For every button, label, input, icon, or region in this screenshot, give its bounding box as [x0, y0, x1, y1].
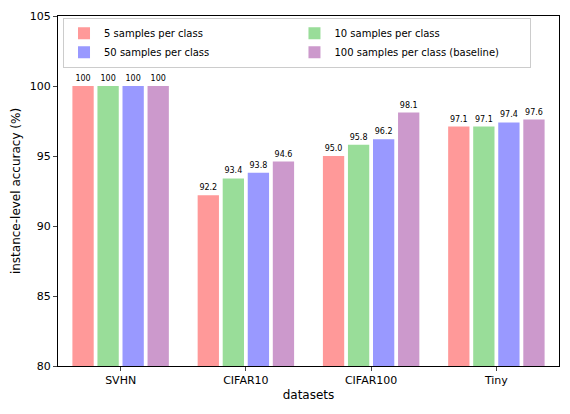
svg-text:93.8: 93.8 — [249, 161, 267, 170]
svg-text:96.2: 96.2 — [375, 127, 393, 136]
svg-text:100: 100 — [75, 74, 90, 83]
svg-text:SVHN: SVHN — [105, 374, 136, 387]
svg-text:94.6: 94.6 — [275, 150, 293, 159]
svg-text:93.4: 93.4 — [224, 166, 242, 175]
svg-text:97.1: 97.1 — [450, 115, 468, 124]
svg-text:50 samples per class: 50 samples per class — [104, 47, 209, 58]
svg-text:Tiny: Tiny — [484, 374, 508, 387]
svg-text:95.0: 95.0 — [325, 144, 343, 153]
svg-text:100: 100 — [30, 80, 51, 93]
svg-text:instance-level accuracy (%): instance-level accuracy (%) — [9, 108, 23, 274]
svg-text:CIFAR100: CIFAR100 — [345, 374, 397, 387]
svg-text:80: 80 — [37, 360, 51, 373]
svg-text:95.8: 95.8 — [350, 133, 368, 142]
svg-text:100: 100 — [151, 74, 166, 83]
svg-text:97.4: 97.4 — [500, 110, 518, 119]
svg-text:98.1: 98.1 — [400, 101, 418, 110]
svg-text:10 samples per class: 10 samples per class — [334, 28, 439, 39]
svg-text:CIFAR10: CIFAR10 — [223, 374, 268, 387]
svg-text:105: 105 — [30, 10, 51, 23]
svg-text:datasets: datasets — [283, 388, 335, 402]
svg-text:100 samples per class (baselin: 100 samples per class (baseline) — [334, 47, 499, 58]
svg-text:85: 85 — [37, 290, 51, 303]
svg-text:100: 100 — [126, 74, 141, 83]
svg-text:92.2: 92.2 — [199, 183, 217, 192]
svg-text:5 samples per class: 5 samples per class — [104, 28, 203, 39]
svg-text:100: 100 — [100, 74, 115, 83]
svg-text:90: 90 — [37, 220, 51, 233]
svg-text:95: 95 — [37, 150, 51, 163]
svg-text:97.1: 97.1 — [475, 115, 493, 124]
svg-text:97.6: 97.6 — [525, 108, 543, 117]
